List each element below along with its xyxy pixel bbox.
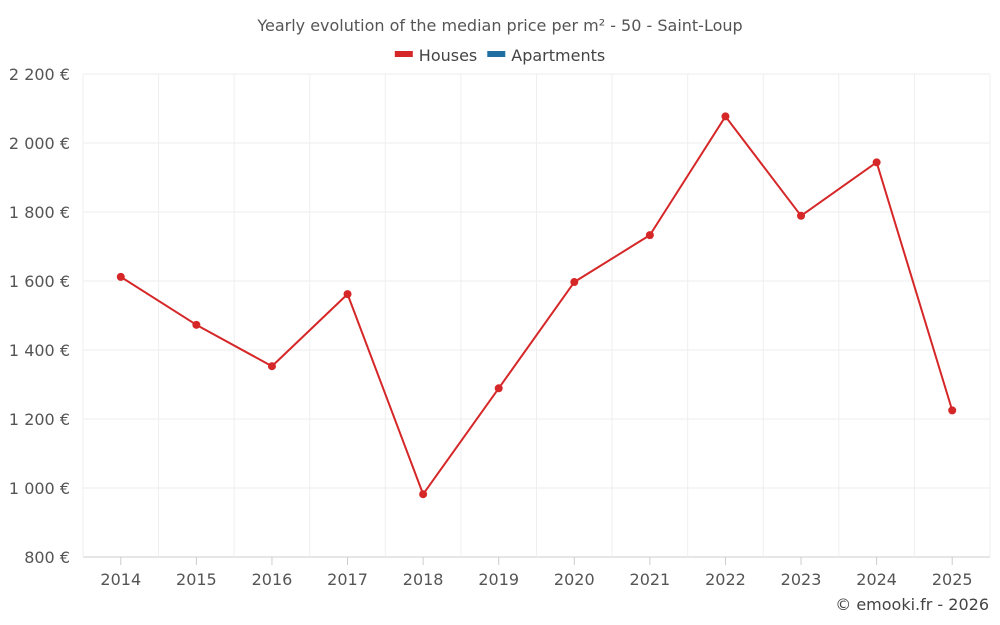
chart-title: Yearly evolution of the median price per… xyxy=(256,16,742,35)
x-tick-label: 2021 xyxy=(630,570,671,589)
x-tick-label: 2019 xyxy=(478,570,519,589)
y-tick-label: 1 200 € xyxy=(9,410,70,429)
x-tick-label: 2016 xyxy=(252,570,293,589)
x-tick-label: 2014 xyxy=(100,570,141,589)
x-tick-label: 2018 xyxy=(403,570,444,589)
y-tick-label: 1 000 € xyxy=(9,479,70,498)
legend: Houses Apartments xyxy=(394,46,605,65)
data-point[interactable] xyxy=(494,384,503,393)
data-point[interactable] xyxy=(419,490,428,499)
data-point[interactable] xyxy=(721,112,730,121)
legend-label: Houses xyxy=(419,46,477,65)
x-tick-label: 2022 xyxy=(705,570,746,589)
data-point[interactable] xyxy=(116,272,125,281)
x-tick-label: 2023 xyxy=(781,570,822,589)
data-point[interactable] xyxy=(948,406,957,415)
credit-text: © emooki.fr - 2026 xyxy=(835,595,989,614)
y-tick-label: 2 000 € xyxy=(9,134,70,153)
x-tick-label: 2015 xyxy=(176,570,217,589)
y-tick-label: 1 600 € xyxy=(9,272,70,291)
data-point[interactable] xyxy=(645,231,654,240)
legend-item-houses[interactable]: Houses xyxy=(394,46,477,65)
y-tick-label: 1 800 € xyxy=(9,203,70,222)
y-tick-label: 800 € xyxy=(24,548,70,567)
y-tick-label: 2 200 € xyxy=(9,65,70,84)
y-tick-label: 1 400 € xyxy=(9,341,70,360)
data-point[interactable] xyxy=(797,211,806,220)
x-tick-label: 2024 xyxy=(856,570,897,589)
series-line-houses xyxy=(120,115,954,496)
data-point[interactable] xyxy=(872,158,881,167)
x-tick-label: 2017 xyxy=(327,570,368,589)
series-group xyxy=(116,112,957,499)
legend-item-apartments[interactable]: Apartments xyxy=(487,46,605,65)
x-axis: 2014 2015 2016 2017 2018 2019 2020 2021 2022 2023… xyxy=(100,557,973,589)
legend-swatch xyxy=(394,51,413,57)
data-point[interactable] xyxy=(343,290,352,299)
legend-label: Apartments xyxy=(511,46,605,65)
data-point[interactable] xyxy=(570,278,579,287)
x-tick-label: 2020 xyxy=(554,570,595,589)
legend-swatch xyxy=(487,51,506,57)
grid xyxy=(82,73,991,558)
x-tick-label: 2025 xyxy=(932,570,973,589)
y-axis: 800 € 1 000 € 1 200 € 1 400 € 1 600 € 1 800 €… xyxy=(9,65,70,567)
data-point[interactable] xyxy=(267,362,276,371)
data-point[interactable] xyxy=(192,320,201,329)
